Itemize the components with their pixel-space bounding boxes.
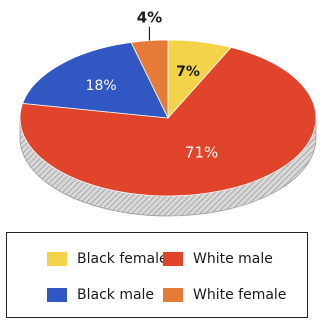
legend-swatch-white-female [163, 288, 183, 302]
legend-swatch-black-female [47, 252, 67, 266]
legend-item-white-female: White female [163, 287, 286, 303]
pie-labels: 7% 71% 18% 4% [86, 9, 219, 162]
legend-swatch-black-male [47, 288, 67, 302]
legend-label-white-female: White female [193, 287, 287, 303]
legend-label-white-male: White male [193, 251, 273, 267]
legend-item-white-male: White male [163, 251, 273, 267]
legend-label-black-female: Black female [77, 251, 168, 267]
legend-swatch-white-male [163, 252, 183, 266]
legend-label-black-male: Black male [77, 287, 155, 303]
legend-item-black-female: Black female [47, 251, 168, 267]
pie-label-white-male: 71% [185, 144, 218, 162]
pie-slices [19, 39, 317, 197]
pie-label-black-female: 7% [176, 64, 200, 80]
pie-slice-black-male [22, 42, 169, 119]
legend: Black female White male Black male White… [6, 232, 308, 318]
pie-label-white-female: 4% [137, 9, 162, 27]
pie-label-black-male: 18% [86, 78, 117, 94]
legend-item-black-male: Black male [47, 287, 154, 303]
pie-slice-white-male [19, 46, 317, 197]
